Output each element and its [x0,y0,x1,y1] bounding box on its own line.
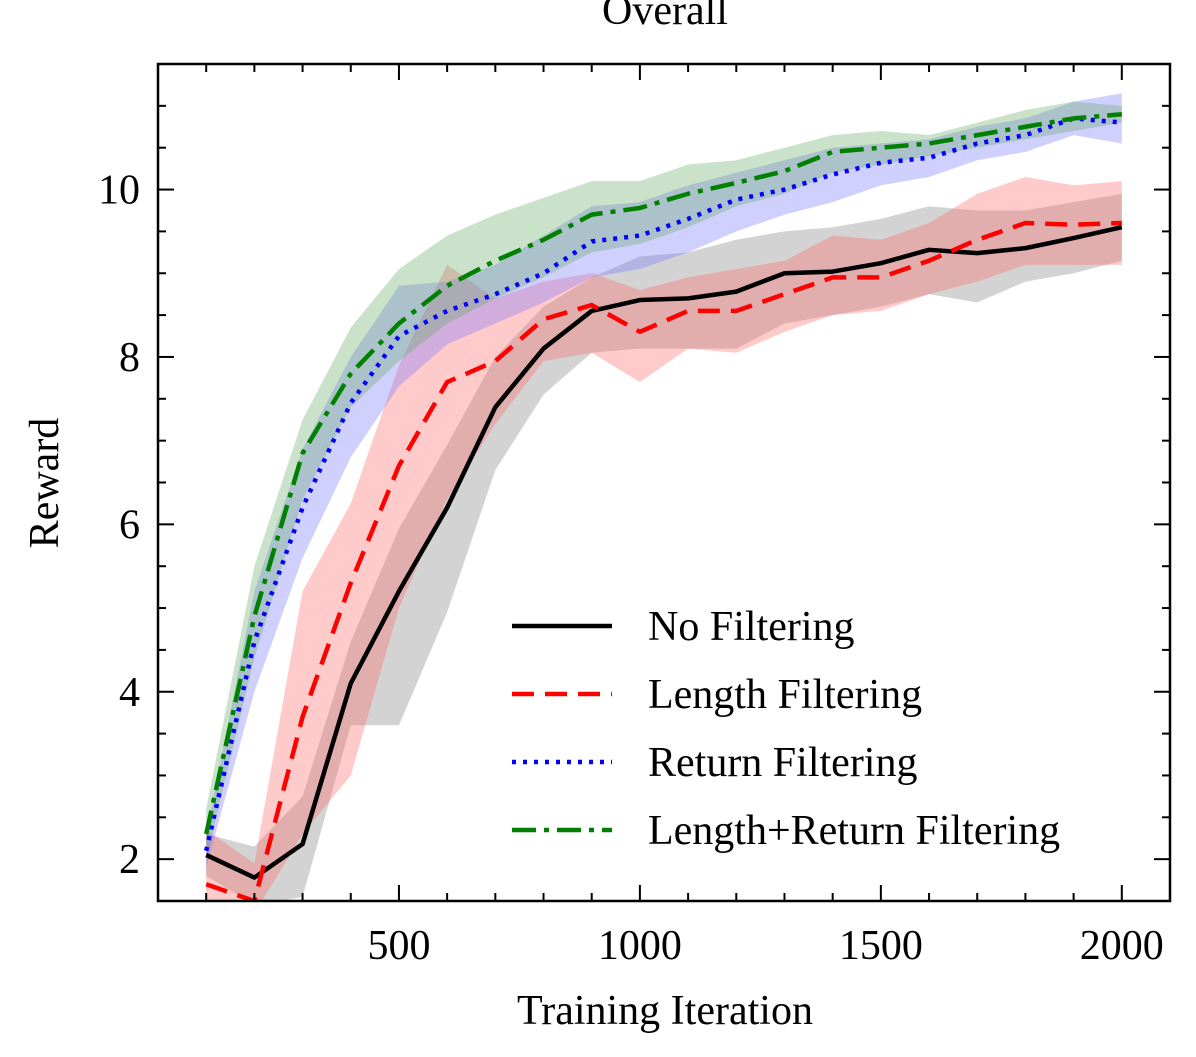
legend-label-0: No Filtering [648,604,855,650]
y-tick-label: 10 [98,168,140,214]
y-axis-label: Reward [22,418,68,549]
series-line-0 [205,225,1123,880]
chart-title: Overall [602,0,728,34]
band-1 [206,176,1122,901]
band-3 [206,101,1122,860]
x-tick-label: 500 [367,923,430,969]
confidence-bands [206,93,1122,901]
y-tick-label: 6 [119,502,140,548]
y-tick-label: 8 [119,335,140,381]
legend-label-3: Length+Return Filtering [648,808,1060,854]
band-2 [206,93,1122,868]
axis-ticks [158,64,1171,901]
x-axis-label: Training Iteration [517,988,813,1034]
series-line-1 [205,220,1122,901]
y-tick-label: 4 [119,670,140,716]
x-tick-label: 2000 [1080,923,1164,969]
y-tick-label: 2 [119,837,140,883]
series-line-2 [203,116,1123,852]
band-0 [206,193,1122,901]
x-tick-label: 1000 [598,923,682,969]
legend-label-1: Length Filtering [648,672,922,718]
x-tick-label: 1500 [839,923,923,969]
tick-labels: 500 1000 1500 2000 2 4 6 8 10 [98,168,1164,969]
series-lines [203,111,1123,901]
series-line-3 [203,111,1123,835]
legend-label-2: Return Filtering [648,740,917,786]
legend: No Filtering Length Filtering Return Filte… [512,604,1060,854]
